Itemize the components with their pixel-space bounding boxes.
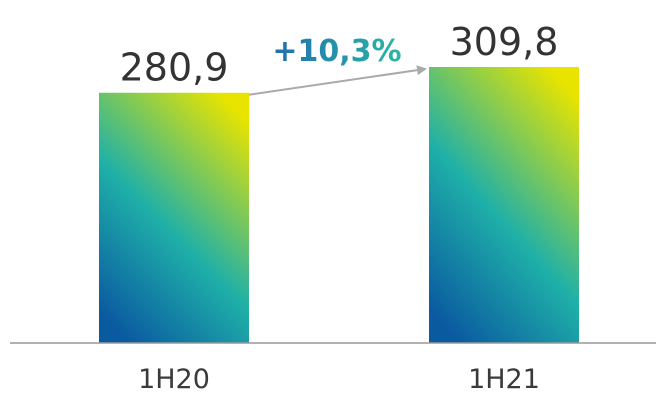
value-label-1h21: 309,8 [450,20,559,64]
growth-arrow [248,65,427,96]
growth-label: +10,3% [272,34,401,69]
bar-1h21 [429,67,579,343]
labels-layer: 280,9 1H20 309,8 1H21 [120,20,559,395]
category-label-1h20: 1H20 [138,364,210,395]
value-label-1h20: 280,9 [120,46,229,90]
category-label-1h21: 1H21 [468,364,540,395]
bars-layer [99,67,579,343]
bar-1h20 [99,92,249,343]
growth-annotation: +10,3% [248,34,427,96]
